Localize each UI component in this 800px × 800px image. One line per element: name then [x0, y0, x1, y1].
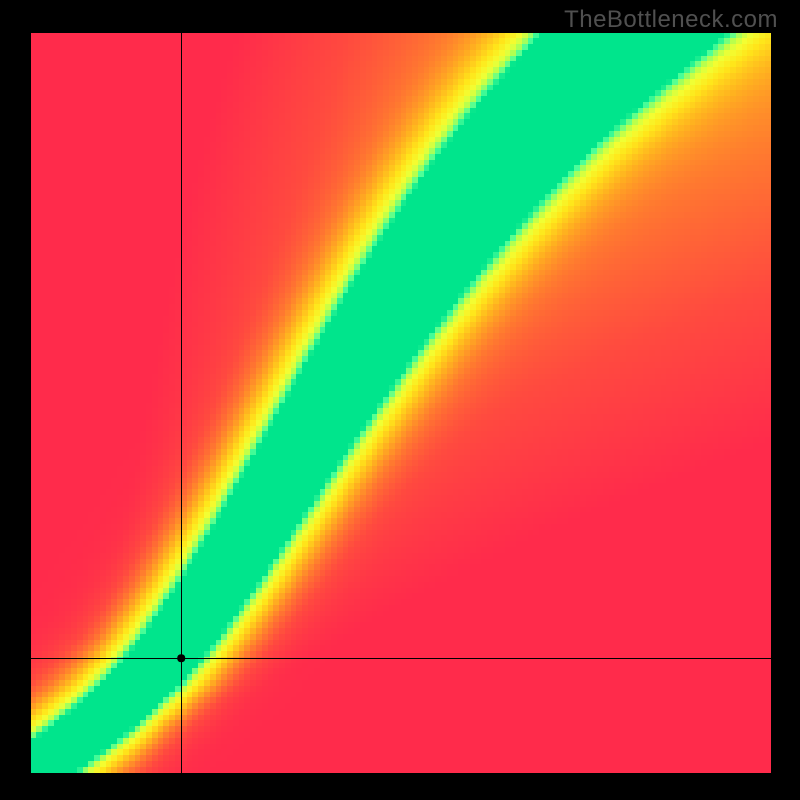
plot-area — [31, 33, 771, 773]
chart-root: TheBottleneck.com — [0, 0, 800, 800]
watermark-label: TheBottleneck.com — [564, 6, 778, 34]
heatmap-canvas — [31, 33, 771, 773]
